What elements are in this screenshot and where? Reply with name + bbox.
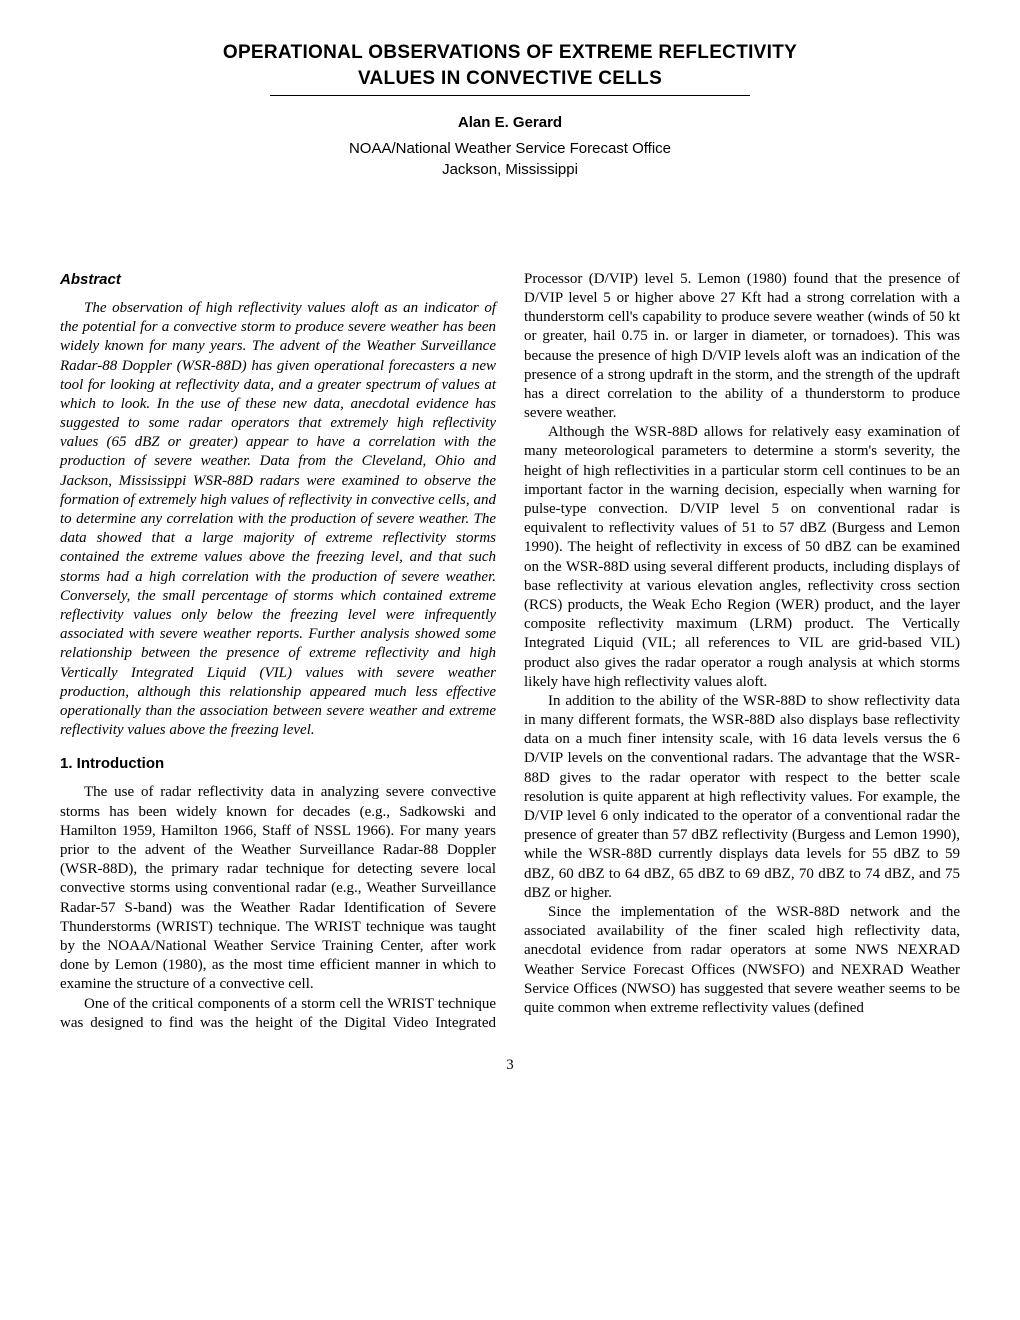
intro-paragraph-1: The use of radar reflectivity data in an… — [60, 783, 496, 994]
paper-title-line2: VALUES IN CONVECTIVE CELLS — [60, 66, 960, 92]
page-number: 3 — [60, 1057, 960, 1074]
title-block: OPERATIONAL OBSERVATIONS OF EXTREME REFL… — [60, 40, 960, 180]
abstract-paragraph: The observation of high reflectivity val… — [60, 299, 496, 740]
two-column-body: Abstract The observation of high reflect… — [60, 270, 960, 1033]
abstract-heading: Abstract — [60, 270, 496, 289]
title-underline — [270, 95, 750, 96]
intro-paragraph-4: In addition to the ability of the WSR-88… — [524, 692, 960, 903]
affiliation-line2: Jackson, Mississippi — [60, 160, 960, 180]
introduction-heading: 1. Introduction — [60, 754, 496, 773]
intro-paragraph-3: Although the WSR-88D allows for relative… — [524, 423, 960, 692]
paper-title-line1: OPERATIONAL OBSERVATIONS OF EXTREME REFL… — [60, 40, 960, 66]
affiliation-line1: NOAA/National Weather Service Forecast O… — [60, 139, 960, 159]
intro-paragraph-5: Since the implementation of the WSR-88D … — [524, 903, 960, 1018]
author-name: Alan E. Gerard — [60, 114, 960, 131]
